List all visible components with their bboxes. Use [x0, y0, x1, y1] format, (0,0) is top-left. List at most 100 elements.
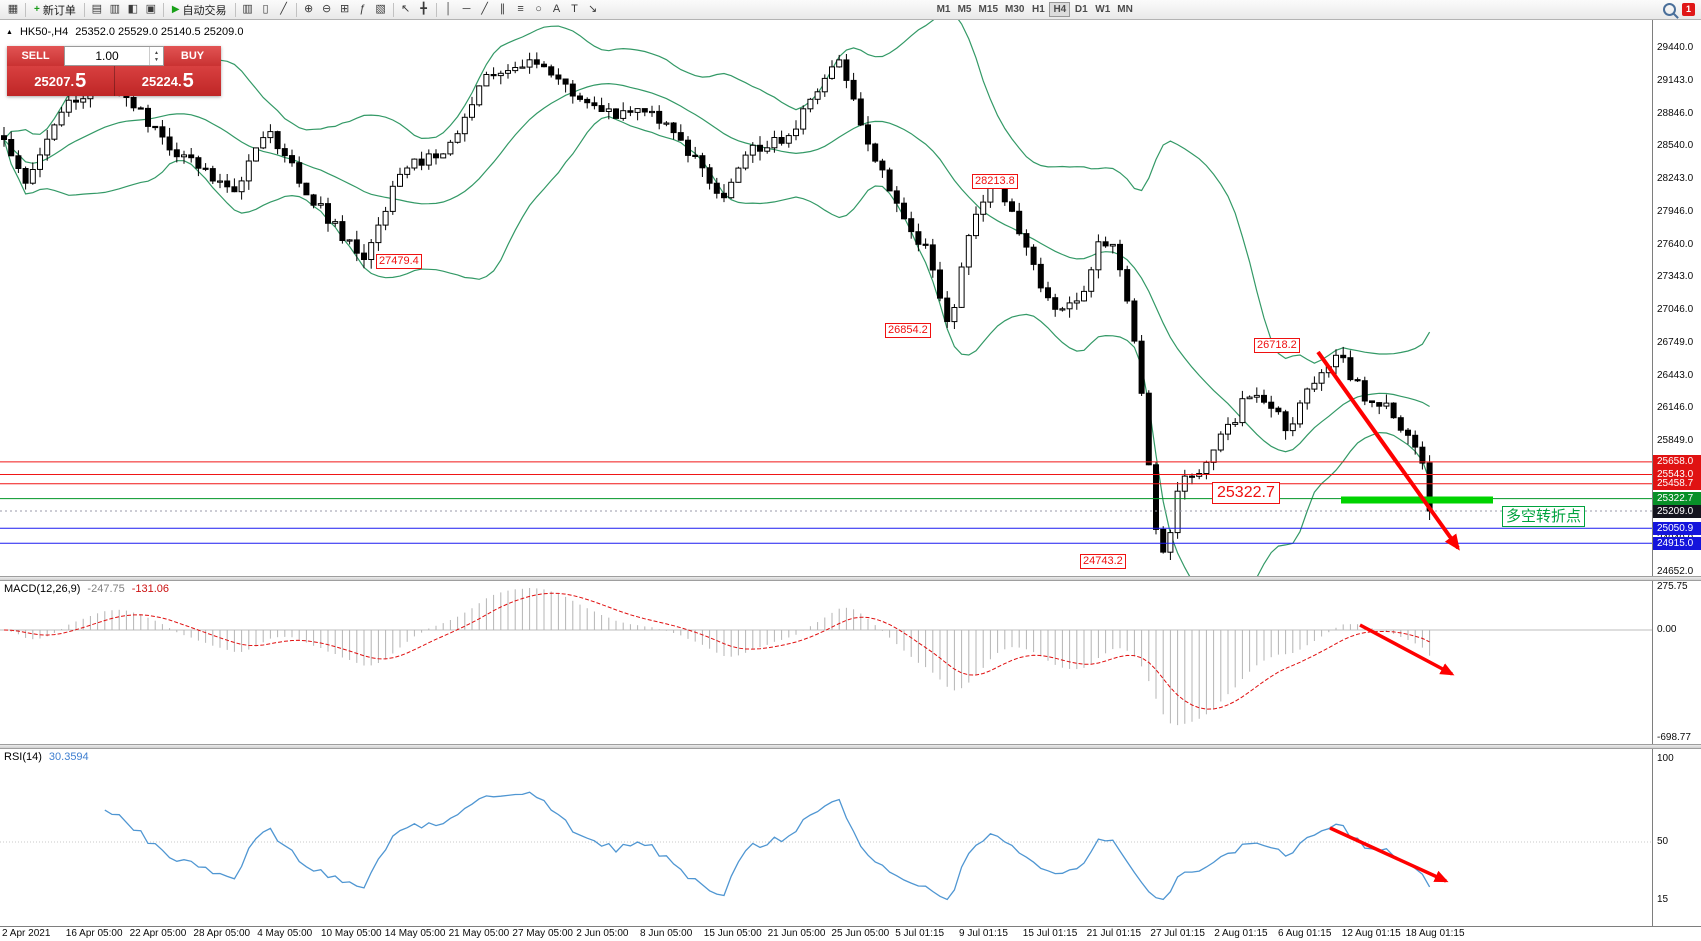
macd-indicator-panel[interactable]: MACD(12,26,9) -247.75 -131.06 [0, 581, 1652, 744]
volume-value[interactable]: 1.00 [95, 49, 119, 63]
cursor-icon[interactable]: ↖ [400, 3, 411, 15]
sell-button[interactable]: SELL [7, 46, 64, 66]
terminal-icon[interactable]: ▣ [145, 3, 157, 15]
bar-chart-mode-icon[interactable]: ▥ [242, 3, 253, 15]
indicators-icon[interactable]: ƒ [359, 3, 366, 15]
price-flag[interactable]: 26718.2 [1254, 338, 1300, 353]
time-axis-label: 12 Aug 01:15 [1341, 928, 1401, 939]
timeframe-m15[interactable]: M15 [978, 4, 998, 15]
price-axis-tick: 27640.0 [1657, 238, 1694, 250]
crosshair-icon[interactable]: ╋ [420, 3, 427, 15]
timeframe-m30[interactable]: M30 [1005, 4, 1025, 15]
timeframe-w1[interactable]: W1 [1095, 4, 1111, 15]
timeframe-h1[interactable]: H1 [1032, 4, 1045, 15]
price-axis-tick: 28243.0 [1657, 173, 1694, 184]
trendline-icon[interactable]: ╱ [481, 3, 488, 15]
new-chart-icon[interactable]: ▦ [7, 3, 19, 15]
price-axis-tick: 29440.0 [1657, 42, 1694, 53]
auto-trading-button[interactable]: ▶ 自动交易 [167, 2, 232, 18]
time-axis-label: 4 May 05:00 [257, 928, 313, 939]
toolbar-separator [25, 2, 26, 17]
data-window-icon[interactable]: ▥ [109, 3, 121, 15]
panel-separator[interactable] [0, 744, 1701, 749]
rsi-indicator-panel[interactable]: RSI(14) 30.3594 [0, 749, 1652, 926]
time-axis-label: 14 May 05:00 [384, 928, 446, 939]
candlestick-mode-icon[interactable]: ▯ [262, 3, 269, 15]
time-axis-label: 18 Aug 01:15 [1405, 928, 1465, 939]
volume-spinner[interactable]: ▲ ▼ [149, 47, 163, 65]
shapes-icon[interactable]: ○ [535, 3, 542, 15]
timeframe-d1[interactable]: D1 [1074, 4, 1088, 15]
text-icon[interactable]: A [552, 3, 561, 15]
toolbar: ▦ + 新订单 ▤ ▥ ◧ ▣ ▶ 自动交易 ▥ ▯ ╱ ⊕ ⊖ ⊞ ƒ ▧ ↖ ╋ │ ─ ╱ ∥ ≡ ○ A T ↘ M1 M5 M15… [0, 0, 1701, 20]
price-axis-tick: 29143.0 [1657, 74, 1694, 86]
time-axis-label: 2 Aug 01:15 [1214, 928, 1268, 939]
arrows-tool-icon[interactable]: ↘ [587, 3, 598, 15]
rsi-name: RSI(14) [4, 751, 42, 763]
buy-price: 25224. 5 [113, 66, 221, 96]
chart-area[interactable]: ▲ HK50-,H4 25352.0 25529.0 25140.5 25209… [0, 20, 1652, 577]
macd-plot [0, 588, 1652, 726]
toolbar-main-group: ▦ + 新订单 ▤ ▥ ◧ ▣ ▶ 自动交易 ▥ ▯ ╱ ⊕ ⊖ ⊞ ƒ ▧ ↖ ╋ │ ─ ╱ ∥ ≡ ○ A T ↘ M1 M5 M15… [4, 2, 1663, 18]
new-order-button-label: 新订单 [42, 4, 76, 17]
tile-windows-icon[interactable]: ⊞ [339, 3, 350, 15]
timeframe-mn[interactable]: MN [1117, 4, 1133, 15]
time-axis-label: 9 Jul 01:15 [959, 928, 1008, 939]
zoom-in-icon[interactable]: ⊕ [303, 3, 314, 15]
toolbar-separator [162, 2, 164, 17]
buy-button[interactable]: BUY [164, 46, 221, 66]
price-axis-tick: 27046.0 [1657, 304, 1694, 315]
timeframe-h4[interactable]: H4 [1049, 2, 1071, 17]
fibonacci-icon[interactable]: ≡ [517, 3, 524, 15]
toolbar-separator [234, 2, 236, 17]
volume-field[interactable]: 1.00 ▲ ▼ [64, 46, 164, 66]
price-tag: 25658.0 [1653, 455, 1701, 469]
timeframe-m5[interactable]: M5 [957, 4, 972, 15]
horizontal-line-icon[interactable]: ─ [462, 3, 471, 15]
price-flag[interactable]: 24743.2 [1080, 554, 1126, 569]
toolbar-separator [392, 2, 394, 17]
templates-icon[interactable]: ▧ [375, 3, 386, 15]
line-chart-mode-icon[interactable]: ╱ [280, 3, 287, 15]
price-axis-tick: 27343.0 [1657, 271, 1694, 283]
time-axis-label: 15 Jul 01:15 [1022, 928, 1078, 939]
price-flag[interactable]: 28213.8 [972, 174, 1018, 189]
one-click-trading-panel: SELL 1.00 ▲ ▼ BUY 25207. 5 25224. 5 [7, 46, 221, 96]
volume-down-icon[interactable]: ▼ [154, 56, 159, 63]
price-axis-tick: 26443.0 [1657, 369, 1694, 381]
price-flag[interactable]: 27479.4 [376, 254, 422, 269]
channel-icon[interactable]: ∥ [499, 3, 506, 15]
price-axis-tick: 28846.0 [1657, 107, 1694, 119]
macd-name: MACD(12,26,9) [4, 583, 81, 595]
price-tag: 25050.9 [1653, 521, 1701, 535]
symbol-marker-icon: ▲ [6, 28, 13, 36]
time-axis-label: 8 Jun 05:00 [640, 928, 693, 939]
new-order-button[interactable]: + 新订单 [29, 2, 81, 18]
text-label-icon[interactable]: T [571, 3, 578, 15]
volume-up-icon[interactable]: ▲ [154, 49, 159, 56]
zoom-out-icon[interactable]: ⊖ [321, 3, 332, 15]
vertical-line-icon[interactable]: │ [445, 3, 452, 15]
quick-search-icon[interactable] [1663, 3, 1676, 16]
market-watch-icon[interactable]: ▤ [91, 3, 103, 15]
macd-label: MACD(12,26,9) -247.75 -131.06 [4, 583, 169, 595]
chart-symbol-header: ▲ HK50-,H4 25352.0 25529.0 25140.5 25209… [6, 26, 243, 38]
turning-point-annotation[interactable]: 多空转折点 [1502, 506, 1586, 527]
rsi-axis-tick: 50 [1657, 836, 1669, 847]
toolbar-right-group: 1 [1663, 3, 1697, 16]
macd-signal-value: -131.06 [131, 583, 170, 595]
price-scale[interactable]: 29440.0 29143.0 28846.0 28540.0 28243.0 27946… [1652, 20, 1701, 926]
price-flag[interactable]: 26854.2 [885, 323, 931, 338]
panel-separator[interactable] [0, 576, 1701, 581]
time-axis[interactable]: 2 Apr 2021 16 Apr 05:00 22 Apr 05:00 28 Apr… [0, 926, 1701, 941]
rsi-plot [0, 791, 1652, 901]
time-axis-label: 21 Jun 05:00 [767, 928, 826, 939]
timeframe-m1[interactable]: M1 [936, 4, 951, 15]
price-tag: 25458.7 [1653, 477, 1701, 491]
navigator-icon[interactable]: ◧ [127, 3, 139, 15]
time-axis-label: 2 Apr 2021 [2, 928, 51, 939]
rsi-axis-tick: 100 [1657, 753, 1674, 764]
macd-axis-tick: 275.75 [1657, 581, 1688, 592]
price-flag[interactable]: 25322.7 [1212, 482, 1280, 504]
notification-badge[interactable]: 1 [1682, 3, 1695, 16]
